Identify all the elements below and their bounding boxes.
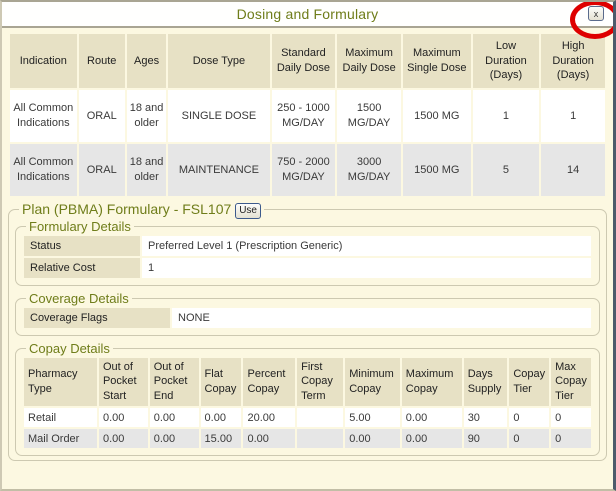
plan-formulary-section: Plan (PBMA) Formulary - FSL107 Use Formu… xyxy=(8,201,607,462)
copay-cell: 0.00 xyxy=(98,429,148,449)
dose-cell: ORAL xyxy=(78,90,125,142)
formulary-detail-row: Status Preferred Level 1 (Prescription G… xyxy=(24,235,591,256)
use-button[interactable]: Use xyxy=(235,202,261,219)
copay-table-row: Mail Order 0.00 0.00 15.00 0.00 0.00 0.0… xyxy=(24,429,591,449)
copay-details-legend: Copay Details xyxy=(29,340,110,356)
dose-table-row: All Common Indications ORAL 18 and older… xyxy=(10,90,605,142)
close-button[interactable]: x xyxy=(588,6,604,21)
copay-table-row: Retail 0.00 0.00 0.00 20.00 5.00 0.00 30… xyxy=(24,408,591,428)
copay-cell: 0.00 xyxy=(345,429,400,449)
copay-header-maximum-copay: Maximum Copay xyxy=(401,357,462,407)
dose-cell: 14 xyxy=(541,144,605,196)
dose-table: Indication Route Ages Dose Type Standard… xyxy=(8,32,607,198)
copay-cell: 0 xyxy=(551,429,591,449)
dose-header-route: Route xyxy=(78,34,125,88)
copay-cell: 30 xyxy=(463,408,508,428)
coverage-flags-value: NONE xyxy=(172,307,591,328)
copay-header-oop-start: Out of Pocket Start xyxy=(98,357,148,407)
dose-cell: 18 and older xyxy=(126,144,167,196)
copay-header-percent-copay: Percent Copay xyxy=(243,357,296,407)
coverage-details-legend: Coverage Details xyxy=(29,290,129,306)
dose-cell: 1500 MG/DAY xyxy=(337,90,401,142)
dose-header-maximum-single-dose: Maximum Single Dose xyxy=(402,34,471,88)
copay-header-copay-tier: Copay Tier xyxy=(509,357,550,407)
copay-cell: 0.00 xyxy=(401,429,462,449)
dose-cell: ORAL xyxy=(78,144,125,196)
formulary-details-table: Status Preferred Level 1 (Prescription G… xyxy=(22,234,593,280)
copay-cell xyxy=(297,408,344,428)
dose-header-standard-daily-dose: Standard Daily Dose xyxy=(271,34,336,88)
copay-cell: 5.00 xyxy=(345,408,400,428)
status-value: Preferred Level 1 (Prescription Generic) xyxy=(142,235,591,256)
copay-cell: Retail xyxy=(24,408,97,428)
dose-cell: SINGLE DOSE xyxy=(168,90,270,142)
copay-cell xyxy=(297,429,344,449)
copay-table: Pharmacy Type Out of Pocket Start Out of… xyxy=(22,356,593,451)
copay-header-days-supply: Days Supply xyxy=(463,357,508,407)
content-area: Indication Route Ages Dose Type Standard… xyxy=(2,28,613,462)
coverage-detail-row: Coverage Flags NONE xyxy=(24,307,591,328)
copay-cell: 0 xyxy=(509,429,550,449)
dose-header-maximum-daily-dose: Maximum Daily Dose xyxy=(337,34,401,88)
dose-table-header-row: Indication Route Ages Dose Type Standard… xyxy=(10,34,605,88)
dose-header-high-duration: High Duration (Days) xyxy=(541,34,605,88)
copay-cell: 15.00 xyxy=(200,429,242,449)
copay-cell: 0.00 xyxy=(200,408,242,428)
dose-cell: 3000 MG/DAY xyxy=(337,144,401,196)
dose-cell: 1 xyxy=(541,90,605,142)
dose-cell: 750 - 2000 MG/DAY xyxy=(271,144,336,196)
copay-cell: 0 xyxy=(509,408,550,428)
relative-cost-value: 1 xyxy=(142,257,591,278)
dose-header-ages: Ages xyxy=(126,34,167,88)
copay-header-first-copay-term: First Copay Term xyxy=(297,357,344,407)
copay-header-max-copay-tier: Max Copay Tier xyxy=(551,357,591,407)
dose-cell: 250 - 1000 MG/DAY xyxy=(271,90,336,142)
copay-cell: 90 xyxy=(463,429,508,449)
dose-cell: 1500 MG xyxy=(402,90,471,142)
copay-cell: 0.00 xyxy=(149,408,199,428)
formulary-detail-row: Relative Cost 1 xyxy=(24,257,591,278)
copay-cell: Mail Order xyxy=(24,429,97,449)
copay-cell: 0 xyxy=(551,408,591,428)
copay-cell: 0.00 xyxy=(243,429,296,449)
plan-formulary-legend: Plan (PBMA) Formulary - FSL107 Use xyxy=(19,201,264,219)
title-bar: Dosing and Formulary x xyxy=(2,2,613,39)
dose-header-low-duration: Low Duration (Days) xyxy=(472,34,540,88)
plan-formulary-legend-text: Plan (PBMA) Formulary - FSL107 xyxy=(22,201,232,217)
dose-cell: 5 xyxy=(472,144,540,196)
copay-cell: 0.00 xyxy=(401,408,462,428)
dose-cell: MAINTENANCE xyxy=(168,144,270,196)
copay-cell: 20.00 xyxy=(243,408,296,428)
dose-cell: All Common Indications xyxy=(10,144,77,196)
copay-table-header-row: Pharmacy Type Out of Pocket Start Out of… xyxy=(24,357,591,407)
copay-header-pharmacy-type: Pharmacy Type xyxy=(24,357,97,407)
copay-details-section: Copay Details Pharmacy Type Out of Pocke… xyxy=(15,340,600,457)
status-label: Status xyxy=(24,235,140,256)
copay-cell: 0.00 xyxy=(98,408,148,428)
coverage-details-table: Coverage Flags NONE xyxy=(22,306,593,330)
dose-cell: All Common Indications xyxy=(10,90,77,142)
dose-header-indication: Indication xyxy=(10,34,77,88)
coverage-details-section: Coverage Details Coverage Flags NONE xyxy=(15,290,600,336)
copay-header-minimum-copay: Minimum Copay xyxy=(345,357,400,407)
window-title: Dosing and Formulary xyxy=(236,6,379,22)
relative-cost-label: Relative Cost xyxy=(24,257,140,278)
copay-header-flat-copay: Flat Copay xyxy=(200,357,242,407)
formulary-details-section: Formulary Details Status Preferred Level… xyxy=(15,218,600,286)
dose-table-row: All Common Indications ORAL 18 and older… xyxy=(10,144,605,196)
coverage-flags-label: Coverage Flags xyxy=(24,307,170,328)
copay-cell: 0.00 xyxy=(149,429,199,449)
copay-header-oop-end: Out of Pocket End xyxy=(149,357,199,407)
dose-header-dose-type: Dose Type xyxy=(168,34,270,88)
formulary-details-legend: Formulary Details xyxy=(29,218,131,234)
dose-cell: 1500 MG xyxy=(402,144,471,196)
dose-cell: 18 and older xyxy=(126,90,167,142)
dose-cell: 1 xyxy=(472,90,540,142)
